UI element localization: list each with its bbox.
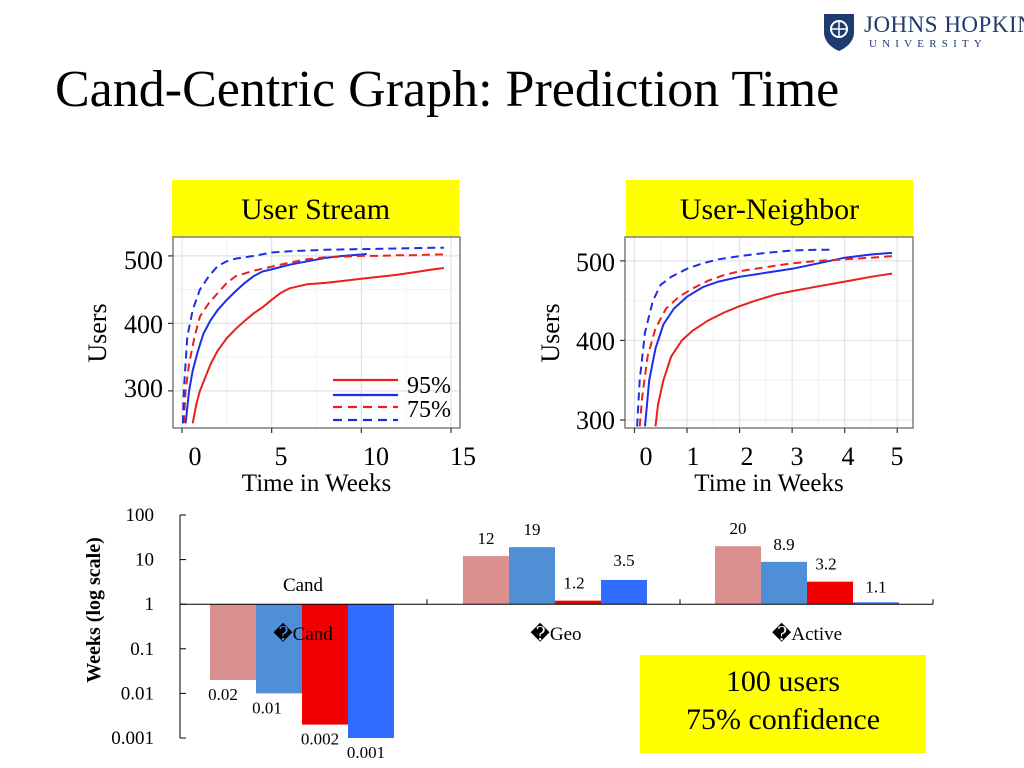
- y-axis-label: Users: [536, 303, 565, 362]
- series-line-red-dashed: [182, 253, 444, 424]
- shield-icon: [824, 14, 854, 51]
- x-tick-label: 3: [791, 442, 804, 471]
- data-label: 0.001: [347, 743, 385, 762]
- category-label: �Cand: [273, 622, 333, 645]
- line-panel-1: 0 5 10 15 300 400 500 Time in Weeks Users 95%75%: [83, 236, 476, 497]
- series-line-red-solid: [191, 267, 445, 424]
- y-tick-label: 300: [576, 406, 615, 435]
- category-label: �Active: [772, 622, 842, 645]
- data-label: 3.5: [613, 551, 634, 570]
- bar: [715, 546, 761, 605]
- x-tick-label: 5: [275, 442, 288, 471]
- legend-label-95: 95%: [407, 373, 451, 399]
- x-tick-label: 0: [189, 442, 202, 471]
- data-label: 12: [478, 529, 495, 548]
- x-tick-label: 1: [687, 442, 700, 471]
- bar: [348, 604, 394, 738]
- plot-border: [624, 236, 914, 429]
- data-label: 0.002: [301, 730, 339, 749]
- legend-label-75: 75%: [407, 397, 451, 423]
- note-box: 100 users 75% confidence: [640, 655, 926, 753]
- y-axis-label: Weeks (log scale): [83, 537, 105, 683]
- data-label: 3.2: [815, 555, 836, 574]
- y-tick-label: 0.1: [130, 639, 154, 660]
- bar: [302, 604, 348, 725]
- data-label: 19: [524, 520, 541, 539]
- bar-group-3: 20 8.9 3.2 1.1: [715, 519, 899, 605]
- series-line-red-solid: [654, 272, 893, 427]
- note-line-1: 100 users: [725, 665, 841, 698]
- x-tick-label: 15: [450, 442, 476, 471]
- bar: [555, 600, 601, 605]
- university-logo: JOHNS HOPKINS UNIVERSITY: [822, 10, 1024, 54]
- bar: [463, 556, 509, 605]
- data-label: 8.9: [773, 535, 794, 554]
- y-tick-label: 10: [135, 550, 154, 571]
- x-tick-label: 10: [363, 442, 389, 471]
- y-tick-label: 500: [576, 248, 615, 277]
- y-tick-label: 400: [124, 310, 163, 339]
- x-axis-label: Time in Weeks: [242, 470, 391, 497]
- y-tick-label: 0.01: [121, 683, 154, 704]
- series-line-blue-dashed: [181, 246, 444, 424]
- bar: [853, 602, 899, 605]
- y-tick-label: 500: [124, 246, 163, 275]
- bar: [807, 581, 853, 605]
- y-tick-label: 400: [576, 327, 615, 356]
- page-title: Cand-Centric Graph: Prediction Time: [55, 61, 840, 118]
- data-label: 1.2: [563, 574, 584, 593]
- plot-area: [625, 237, 913, 428]
- line-panel-2: 0 1 2 3 4 5 300 400 500 Time in Weeks Users: [536, 236, 914, 497]
- logo-name: JOHNS HOPKINS: [864, 12, 1024, 37]
- panel-title-user-neighbor: User-Neighbor: [626, 180, 913, 240]
- data-label: 1.1: [865, 577, 886, 596]
- bar: [601, 579, 647, 605]
- legend: 95%75%: [333, 373, 451, 423]
- bar-group-2: 12 19 1.2 3.5: [463, 520, 647, 605]
- note-line-2: 75% confidence: [685, 703, 881, 736]
- x-axis-label: Time in Weeks: [694, 470, 843, 497]
- y-tick-label: 0.001: [111, 728, 154, 749]
- data-label: 0.02: [208, 685, 238, 704]
- series-line-red-dashed: [638, 255, 893, 427]
- group-label-above: Cand: [283, 575, 324, 596]
- bar: [256, 604, 302, 694]
- x-tick-label: 4: [842, 442, 855, 471]
- plot-border: [172, 236, 461, 429]
- bar: [210, 604, 256, 680]
- logo-subtitle: UNIVERSITY: [869, 38, 987, 50]
- bar: [761, 561, 807, 605]
- bar: [509, 547, 555, 605]
- category-label: �Geo: [530, 622, 581, 645]
- panel-title-user-stream: User Stream: [172, 180, 459, 240]
- y-axis-label: Users: [83, 303, 112, 362]
- x-tick-label: 0: [640, 442, 653, 471]
- y-tick-label: 300: [124, 374, 163, 403]
- data-label: 0.01: [252, 698, 282, 717]
- y-tick-label: 100: [126, 505, 155, 526]
- data-label: 20: [730, 519, 747, 538]
- x-tick-label: 2: [741, 442, 754, 471]
- bar-group-1: 0.02 0.01 0.002 0.001: [208, 604, 394, 762]
- series-line-blue-dashed: [636, 248, 835, 427]
- x-tick-label: 5: [891, 442, 904, 471]
- y-tick-label: 1: [145, 594, 155, 615]
